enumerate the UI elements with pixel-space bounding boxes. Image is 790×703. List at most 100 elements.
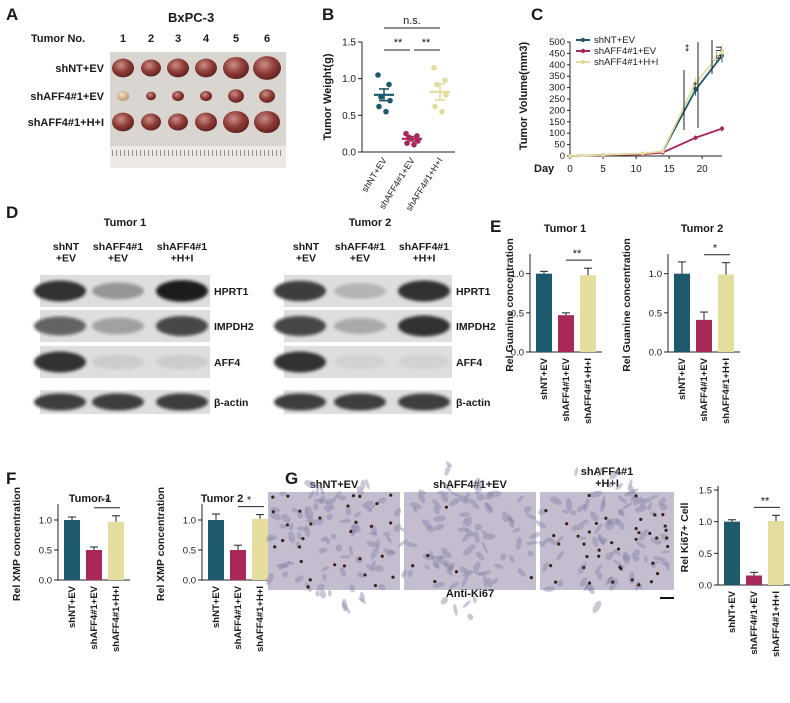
nucleus <box>597 533 605 545</box>
ki67-positive-nucleus <box>426 554 430 558</box>
nucleus <box>424 564 431 570</box>
xmp-chart-tumor-1: Tumor 1 0.0 0.5 1.0 Rel XMP concentration shN… <box>11 487 130 652</box>
lane-label: +EV <box>56 253 76 265</box>
data-point <box>439 108 445 115</box>
nucleus <box>609 470 619 480</box>
nucleus <box>485 491 494 500</box>
nucleus <box>613 559 625 569</box>
legend-marker <box>580 48 586 54</box>
nucleus <box>629 571 635 585</box>
legend-label: shNT+EV <box>594 35 636 46</box>
nucleus <box>459 512 471 517</box>
nucleus <box>598 536 605 546</box>
blot-band <box>274 315 326 337</box>
ki67-positive-nucleus <box>380 554 384 558</box>
blot-band <box>34 393 86 411</box>
sig-label: ** <box>761 495 770 507</box>
nucleus <box>430 555 444 560</box>
ki67-positive-nucleus <box>271 495 275 499</box>
nucleus <box>638 529 649 541</box>
nucleus <box>442 482 452 493</box>
ki67-positive-nucleus <box>549 564 553 568</box>
ki67-positive-nucleus <box>639 517 643 521</box>
ki67-positive-nucleus <box>544 509 548 513</box>
protein-label: HPRT1 <box>214 286 249 298</box>
nucleus <box>594 564 603 575</box>
y-tick-label: 0.5 <box>39 546 52 557</box>
ki67-positive-nucleus <box>333 563 337 567</box>
ki67-positive-nucleus <box>389 521 393 525</box>
nucleus <box>432 582 445 588</box>
nucleus <box>341 602 351 614</box>
y-tick-label: 1.0 <box>39 516 52 527</box>
nucleus <box>330 533 337 540</box>
x-tick-label: 5 <box>600 164 606 175</box>
nucleus <box>459 566 469 574</box>
chart-title: Tumor 1 <box>544 223 587 235</box>
nucleus <box>432 560 440 568</box>
nucleus <box>507 513 515 525</box>
data-point <box>375 72 381 78</box>
x-tick-label: shNT+EV <box>539 357 550 400</box>
nucleus <box>294 575 304 583</box>
nucleus <box>562 509 570 514</box>
nucleus <box>296 532 302 540</box>
panel-g: G shNT+EV shAFF4#1+EV shAFF4#1+H+I Anti-Ki… <box>265 461 790 657</box>
nucleus <box>385 550 395 557</box>
y-tick-label: 0 <box>560 151 565 162</box>
nucleus <box>339 567 347 577</box>
nucleus <box>324 498 336 504</box>
ki67-positive-nucleus <box>271 510 275 514</box>
nucleus <box>548 537 557 546</box>
ki67-positive-nucleus <box>634 494 638 498</box>
nucleus <box>438 555 445 561</box>
ihc-caption: Anti-Ki67 <box>446 588 494 600</box>
ki67-positive-nucleus <box>585 554 589 559</box>
x-tick-label: shAFF4#1+H+I <box>255 586 266 652</box>
blot-band <box>334 283 386 299</box>
nucleus <box>487 490 502 498</box>
nucleus <box>459 495 470 504</box>
ki67-positive-nucleus <box>306 585 310 589</box>
data-point <box>693 135 698 140</box>
nucleus <box>596 571 603 580</box>
nucleus <box>605 519 612 526</box>
nucleus <box>594 523 603 534</box>
nucleus <box>523 505 532 514</box>
tumor-specimen <box>223 56 249 80</box>
nucleus <box>432 499 442 510</box>
nucleus <box>369 503 377 511</box>
y-tick-label: 0.0 <box>699 581 712 592</box>
nucleus <box>383 532 391 537</box>
nucleus <box>383 548 396 555</box>
nucleus <box>281 513 291 523</box>
nucleus <box>601 538 608 544</box>
tumor-specimen <box>168 113 188 131</box>
bar <box>696 319 712 352</box>
nucleus <box>647 501 653 511</box>
blot-band <box>92 354 144 370</box>
x-tick-label: shAFF4#1+EV <box>233 585 244 649</box>
ki67-positive-nucleus <box>342 564 347 568</box>
nucleus <box>291 508 299 513</box>
nucleus <box>515 536 522 550</box>
nucleus <box>525 541 539 546</box>
nucleus <box>457 527 469 532</box>
nucleus <box>297 526 308 531</box>
nucleus <box>617 495 627 504</box>
x-tick-label: 10 <box>631 164 643 175</box>
y-tick-label: 50 <box>554 140 565 151</box>
ki67-positive-nucleus <box>582 542 586 546</box>
blot-band <box>334 317 386 335</box>
legend-label: shAFF4#1+EV <box>594 46 657 57</box>
nucleus <box>437 490 449 496</box>
ki67-positive-nucleus <box>653 513 657 517</box>
ki67-positive-nucleus <box>308 578 312 582</box>
tumor-specimen <box>195 58 217 78</box>
nucleus <box>472 596 477 604</box>
ihc-image <box>268 492 400 590</box>
nucleus <box>360 479 366 490</box>
nucleus <box>462 600 471 608</box>
panel-letter: C <box>531 5 543 24</box>
